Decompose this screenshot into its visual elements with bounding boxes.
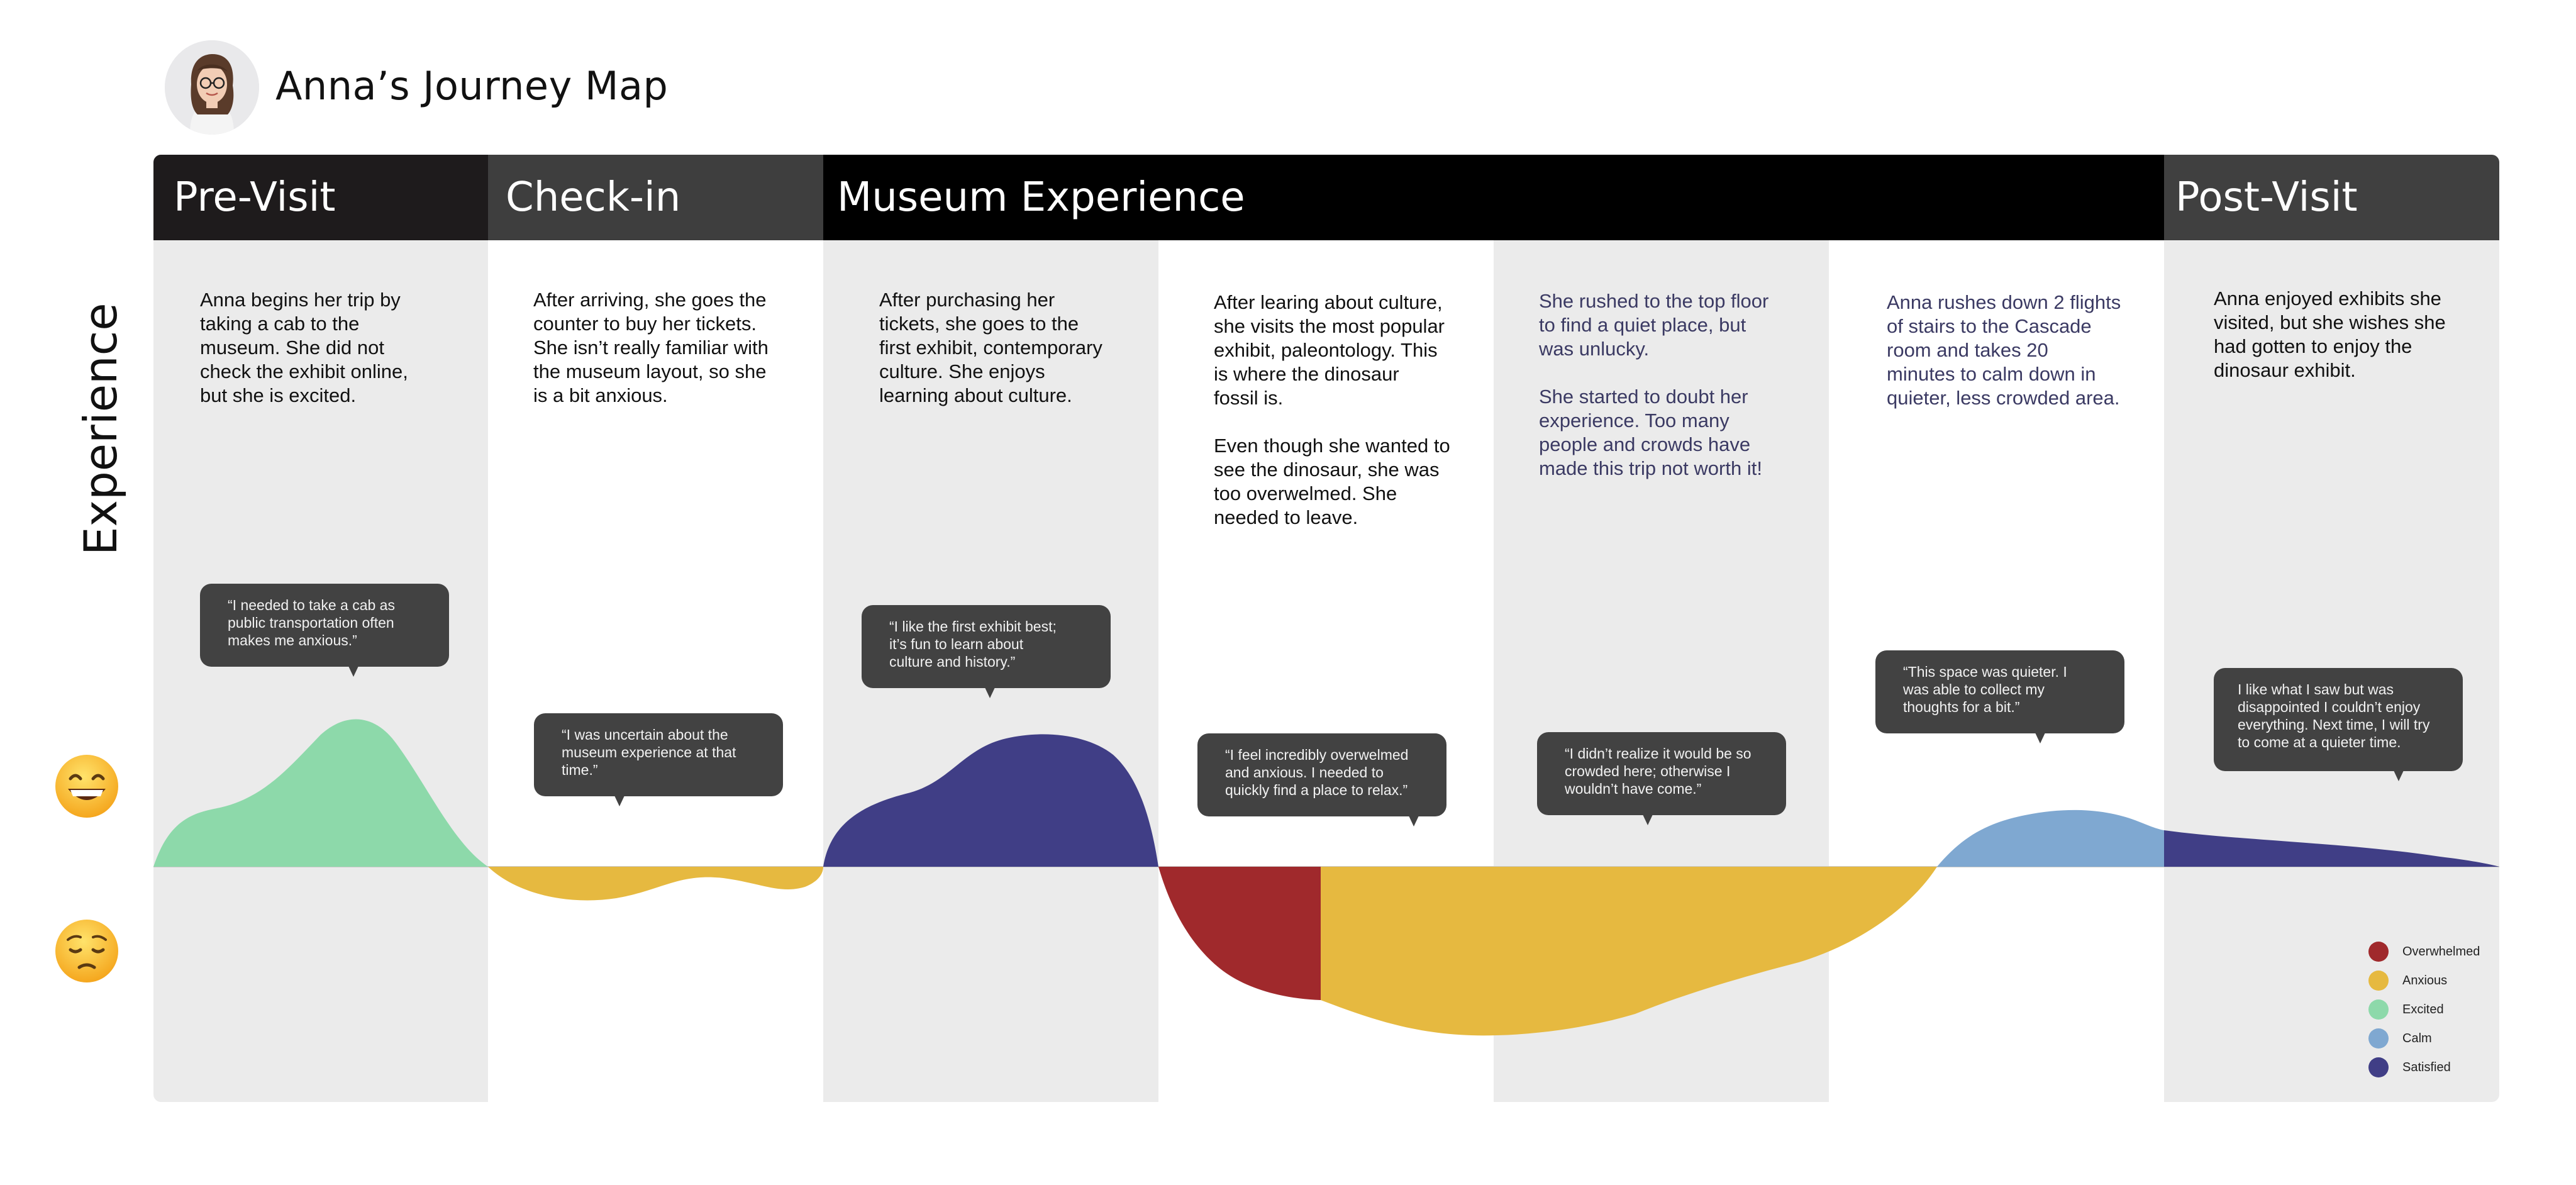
quote-bubble: “I was uncertain about the museum experi… <box>534 713 783 806</box>
anxious-area-museum <box>1321 867 1937 1036</box>
legend-label: Calm <box>2402 1031 2432 1045</box>
excited-area <box>153 719 488 867</box>
step-description: Anna rushes down 2 flights of stairs to … <box>1887 291 2121 409</box>
legend-label: Excited <box>2402 1002 2444 1016</box>
legend-label: Satisfied <box>2402 1060 2451 1074</box>
quote-bubble: “This space was quieter. I was able to c… <box>1875 650 2124 743</box>
legend-swatch <box>2368 1028 2389 1049</box>
step-column-1 <box>153 240 488 1102</box>
satisfied-area-post-visit <box>2164 830 2499 867</box>
step-description: After purchasing her tickets, she goes t… <box>879 289 1102 406</box>
legend-swatch <box>2368 942 2389 962</box>
phase-header-pre-visit: Pre-Visit <box>153 155 488 240</box>
legend-item-excited: Excited <box>2368 995 2480 1024</box>
legend-label: Overwhelmed <box>2402 944 2480 959</box>
phase-label: Museum Experience <box>837 174 1245 221</box>
quote-bubble: “I needed to take a cab as public transp… <box>200 584 449 677</box>
legend-swatch <box>2368 999 2389 1020</box>
phase-header-post-visit: Post-Visit <box>2164 155 2499 240</box>
step-description: Anna begins her trip by taking a cab to … <box>200 289 408 406</box>
legend-item-satisfied: Satisfied <box>2368 1053 2480 1082</box>
grinning-face-icon <box>55 755 118 818</box>
step-description: She rushed to the top floor to find a qu… <box>1539 290 1769 479</box>
legend-item-overwhelmed: Overwhelmed <box>2368 937 2480 966</box>
step-description: After arriving, she goes the counter to … <box>533 289 769 406</box>
phase-label: Pre-Visit <box>174 174 336 221</box>
phase-header-museum-experience: Museum Experience <box>823 155 2164 240</box>
legend-item-calm: Calm <box>2368 1024 2480 1053</box>
quote-text: “I needed to take a cab as public transp… <box>228 597 395 648</box>
legend-swatch <box>2368 971 2389 991</box>
person-portrait-icon <box>165 40 259 135</box>
quote-text: “I didn’t realize it would be so crowded… <box>1565 745 1752 797</box>
quote-text: “I was uncertain about the museum experi… <box>562 726 736 778</box>
legend-swatch <box>2368 1057 2389 1077</box>
legend-label: Anxious <box>2402 973 2448 988</box>
step-description: After learing about culture, she visits … <box>1214 291 1450 528</box>
overwhelmed-area <box>1158 867 1321 1000</box>
step-description: Anna enjoyed exhibits she visited, but s… <box>2214 287 2446 381</box>
satisfied-area-museum <box>823 734 1158 867</box>
emotion-legend: Overwhelmed Anxious Excited Calm Satisfi… <box>2368 937 2480 1082</box>
legend-item-anxious: Anxious <box>2368 966 2480 995</box>
quote-text: I like what I saw but was disappointed I… <box>2238 681 2430 750</box>
quote-text: “I feel incredibly overwelmed and anxiou… <box>1225 747 1409 798</box>
quote-text: “I like the first exhibit best; it’s fun… <box>889 618 1057 670</box>
quote-bubble: I like what I saw but was disappointed I… <box>2214 668 2463 781</box>
phase-label: Post-Visit <box>2175 174 2358 221</box>
page-title: Anna’s Journey Map <box>275 63 669 109</box>
phase-header-check-in: Check-in <box>488 155 823 240</box>
phase-label: Check-in <box>506 174 681 221</box>
quote-text: “This space was quieter. I was able to c… <box>1903 664 2067 715</box>
quote-bubble: “I didn’t realize it would be so crowded… <box>1537 732 1786 825</box>
quote-bubble: “I feel incredibly overwelmed and anxiou… <box>1197 733 1446 826</box>
anxious-area-check-in <box>488 867 823 901</box>
quote-bubble: “I like the first exhibit best; it’s fun… <box>862 605 1111 698</box>
calm-area <box>1937 809 2164 867</box>
pensive-face-icon <box>55 920 118 982</box>
avatar <box>165 40 259 135</box>
